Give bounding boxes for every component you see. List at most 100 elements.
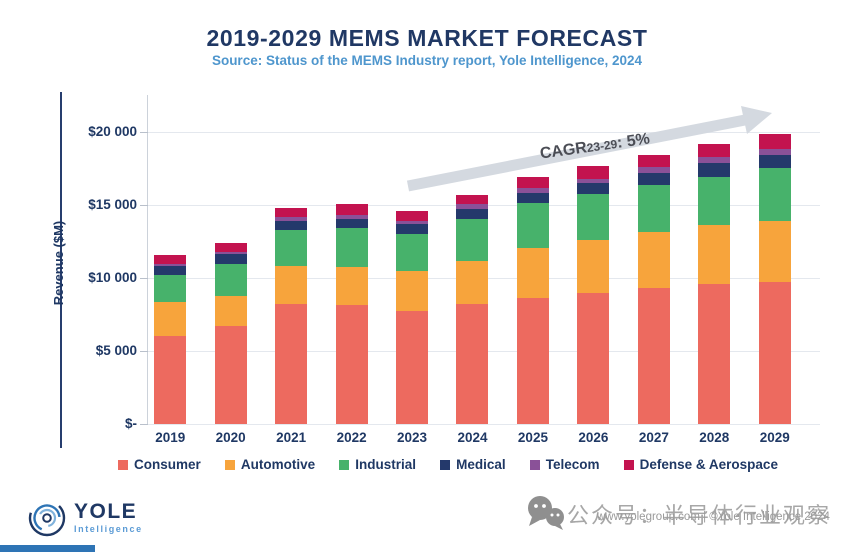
bar-column-2026 <box>563 93 623 424</box>
bar-segment-2023-medical <box>396 224 429 234</box>
legend-label: Medical <box>456 457 506 472</box>
bar-segment-2027-defense-aerospace <box>637 154 670 168</box>
bar-segment-2024-automotive <box>456 261 489 305</box>
bar-segment-2029-defense-aerospace <box>758 134 791 149</box>
x-label-2023: 2023 <box>397 430 428 445</box>
bar-segment-2024-defense-aerospace <box>456 195 489 205</box>
bar-segment-2023-consumer <box>396 310 429 424</box>
bar-segment-2025-automotive <box>516 248 549 298</box>
watermark-wechat-text: 公众号：半导体行业观察 <box>567 503 832 528</box>
wechat-icon <box>528 496 564 530</box>
x-label-2022: 2022 <box>336 430 367 445</box>
bar-column-2027 <box>624 93 684 424</box>
y-tick-label: $20 000 <box>88 123 137 139</box>
x-label-2027: 2027 <box>638 430 669 445</box>
legend-swatch <box>623 459 634 470</box>
bar-segment-2028-medical <box>698 163 731 177</box>
stacked-bar-2022 <box>335 204 368 424</box>
bar-segment-2021-defense-aerospace <box>275 208 308 218</box>
y-tick-mark <box>140 131 148 133</box>
y-tick-label: $5 000 <box>95 342 137 358</box>
stacked-bar-2025 <box>516 177 549 424</box>
legend-swatch <box>529 459 540 470</box>
chart-subtitle: Source: Status of the MEMS Industry repo… <box>211 53 643 68</box>
bar-segment-2027-industrial <box>637 184 670 233</box>
bar-column-2023 <box>382 93 442 424</box>
y-tick-label: $15 000 <box>88 196 137 212</box>
logo-subtitle: Intelligence <box>74 524 143 534</box>
bar-segment-2024-telecom <box>456 204 489 209</box>
x-label-2020: 2020 <box>215 430 246 445</box>
bar-segment-2021-consumer <box>275 303 308 424</box>
bar-segment-2020-telecom <box>214 252 247 254</box>
bar-segment-2022-industrial <box>335 227 368 268</box>
bar-segment-2020-industrial <box>214 264 247 296</box>
y-tick-mark <box>140 277 148 279</box>
legend-label: Defense & Aerospace <box>639 457 778 472</box>
footer-blue-bar <box>0 545 95 552</box>
bar-column-2019 <box>140 93 200 424</box>
bar-segment-2023-automotive <box>396 271 429 311</box>
yole-swirl-icon <box>28 499 66 537</box>
bar-segment-2024-consumer <box>456 304 489 424</box>
stacked-bar-2026 <box>577 166 610 424</box>
legend-item-consumer: Consumer <box>118 457 201 472</box>
bar-segment-2020-medical <box>214 253 247 265</box>
x-label-2019: 2019 <box>155 430 186 445</box>
x-label-2024: 2024 <box>457 430 488 445</box>
yole-logo: YOLE Intelligence <box>26 496 143 540</box>
bar-segment-2024-industrial <box>456 218 489 262</box>
bar-segment-2025-defense-aerospace <box>516 177 549 189</box>
bar-segment-2028-industrial <box>698 176 731 226</box>
bar-segment-2028-telecom <box>698 157 731 164</box>
bar-segment-2019-industrial <box>154 275 187 303</box>
y-tick-mark <box>140 204 148 206</box>
bar-segment-2022-consumer <box>335 305 368 424</box>
watermark-copyright: www.yolegroup.com | ©Yole Intelligence 2… <box>597 511 830 523</box>
bar-segment-2025-industrial <box>516 202 549 249</box>
bar-segment-2019-telecom <box>154 264 187 266</box>
bar-segment-2028-defense-aerospace <box>698 144 731 158</box>
bar-segment-2022-telecom <box>335 215 368 220</box>
bar-segment-2019-consumer <box>154 335 187 424</box>
stacked-bar-2020 <box>214 243 247 424</box>
legend-label: Consumer <box>134 457 201 472</box>
bar-column-2020 <box>200 93 260 424</box>
bar-segment-2028-automotive <box>698 225 731 284</box>
bar-segment-2026-medical <box>577 183 610 195</box>
bar-segment-2027-telecom <box>637 167 670 173</box>
bar-segment-2026-consumer <box>577 293 610 424</box>
stacked-bar-2021 <box>275 208 308 424</box>
bar-segment-2021-telecom <box>275 217 308 222</box>
x-label-2021: 2021 <box>276 430 307 445</box>
y-axis-line <box>147 95 148 424</box>
x-axis-labels: 2019 2020 2021 2022 2023 2024 2025 2026 2027 2028… <box>140 430 805 445</box>
legend-item-automotive: Automotive <box>224 457 315 472</box>
x-label-2029: 2029 <box>759 430 790 445</box>
x-label-2028: 2028 <box>699 430 730 445</box>
legend-swatch <box>440 459 451 470</box>
legend-label: Telecom <box>545 457 600 472</box>
bar-segment-2026-industrial <box>577 194 610 241</box>
stacked-bar-2019 <box>154 254 187 424</box>
bar-column-2022 <box>321 93 381 424</box>
bar-segment-2027-consumer <box>637 288 670 424</box>
bar-segment-2020-consumer <box>214 326 247 424</box>
bar-segment-2027-automotive <box>637 232 670 289</box>
bar-segment-2028-consumer <box>698 283 731 424</box>
cagr-range: 23-29 <box>585 136 619 156</box>
stacked-bar-2029 <box>758 134 791 424</box>
legend-swatch <box>224 459 235 470</box>
bar-segment-2020-defense-aerospace <box>214 243 247 253</box>
bar-segment-2020-automotive <box>214 295 247 327</box>
gridline-0 <box>148 423 820 425</box>
bar-segment-2023-defense-aerospace <box>396 211 429 222</box>
bar-segment-2029-automotive <box>758 221 791 283</box>
bar-segment-2025-telecom <box>516 188 549 194</box>
chart-title: 2019-2029 MEMS MARKET FORECAST <box>206 25 648 51</box>
bar-segment-2029-telecom <box>758 148 791 156</box>
bar-column-2028 <box>684 93 744 424</box>
bar-segment-2021-automotive <box>275 266 308 304</box>
bar-segment-2027-medical <box>637 172 670 185</box>
y-tick-label: $- <box>124 415 137 431</box>
